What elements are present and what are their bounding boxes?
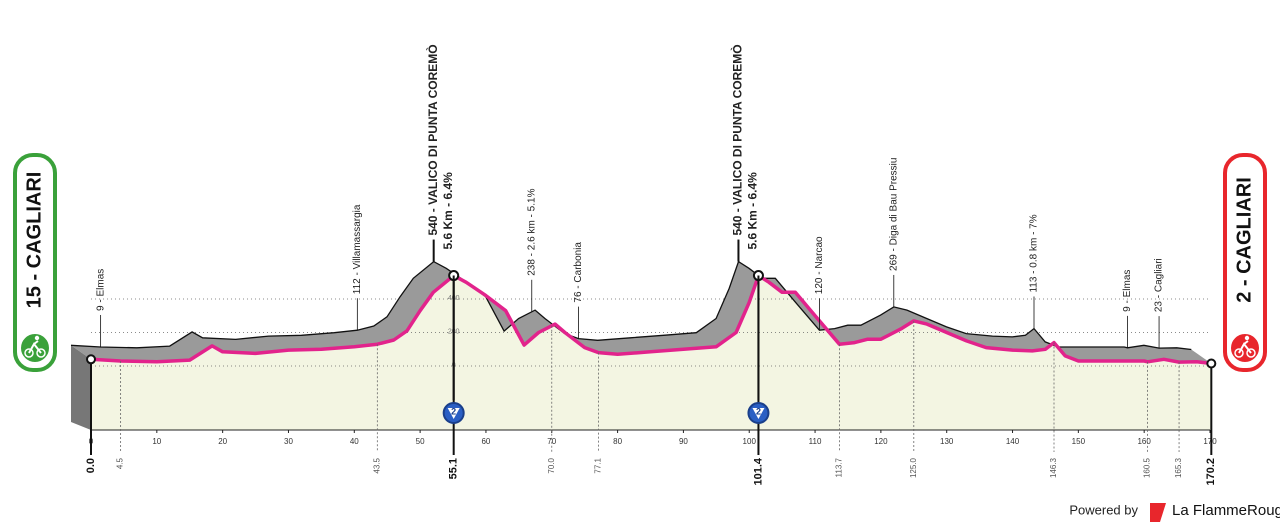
annotation-sub: 5.6 Km - 6.4% bbox=[441, 172, 455, 250]
x-tick-label: 100 bbox=[743, 437, 757, 446]
x-tick-label: 140 bbox=[1006, 437, 1020, 446]
annotation: 238 - 2.6 km - 5.1% bbox=[526, 188, 537, 275]
x-tick-label: 90 bbox=[679, 437, 688, 446]
annotation: 540 - VALICO DI PUNTA COREMÒ bbox=[425, 44, 440, 235]
brand: La FlammeRouge bbox=[1172, 502, 1280, 519]
profile-side bbox=[71, 345, 91, 430]
powered-by: Powered by bbox=[1069, 502, 1138, 517]
km-label: 4.5 bbox=[116, 457, 125, 469]
annotation: 9 - Elmas bbox=[95, 269, 106, 311]
finish-label: 2 - CAGLIARI bbox=[1233, 177, 1255, 303]
finish-icon-head bbox=[1244, 335, 1250, 341]
km-label: 170.2 bbox=[1205, 458, 1217, 486]
km-label: 101.4 bbox=[752, 457, 764, 485]
annotation: 9 - Elmas bbox=[1122, 270, 1133, 312]
start-icon-wheel bbox=[36, 348, 46, 358]
finish-icon-wheel bbox=[1246, 348, 1256, 358]
annotation: 269 - Diga di Bau Pressiu bbox=[888, 158, 899, 271]
start-icon-wheel bbox=[24, 348, 34, 358]
x-tick-label: 170 bbox=[1203, 437, 1217, 446]
finish-icon-rider bbox=[1238, 340, 1252, 354]
finish-icon-wheel bbox=[1234, 348, 1244, 358]
x-tick-label: 50 bbox=[416, 437, 425, 446]
start-icon-head bbox=[34, 335, 40, 341]
x-tick-label: 110 bbox=[809, 437, 822, 446]
km-label: 125.0 bbox=[909, 457, 918, 478]
start-badge bbox=[13, 153, 57, 372]
logo-flag bbox=[1150, 503, 1166, 522]
kom-label: 2 bbox=[451, 406, 456, 416]
x-tick-label: 60 bbox=[481, 437, 490, 446]
profile-shadow bbox=[71, 261, 1212, 364]
profile-edge bbox=[70, 260, 1192, 351]
kom-triangle bbox=[447, 408, 460, 419]
km-label: 70.0 bbox=[547, 457, 556, 473]
annotation: 113 - 0.8 km - 7% bbox=[1029, 214, 1040, 292]
finish-icon bbox=[1229, 332, 1261, 364]
km-label: 165.3 bbox=[1174, 457, 1183, 478]
km-label: 113.7 bbox=[835, 457, 844, 477]
annotation: 76 - Carbonia bbox=[573, 242, 584, 303]
finish-badge bbox=[1223, 153, 1267, 372]
x-tick-label: 30 bbox=[284, 437, 293, 446]
km-label: 43.5 bbox=[372, 457, 381, 473]
kom-label: 2 bbox=[756, 406, 761, 416]
x-tick-label: 150 bbox=[1072, 437, 1086, 446]
start-icon bbox=[19, 332, 51, 364]
annotation: 23 - Cagliari bbox=[1154, 258, 1165, 312]
x-tick-label: 10 bbox=[152, 437, 161, 446]
x-tick-label: 40 bbox=[350, 437, 359, 446]
annotation: 120 - Narcao bbox=[814, 236, 825, 294]
x-tick-label: 130 bbox=[940, 437, 954, 446]
annotation: 540 - VALICO DI PUNTA COREMÒ bbox=[730, 44, 745, 235]
x-tick-label: 80 bbox=[613, 437, 622, 446]
km-label: 0.0 bbox=[85, 458, 97, 473]
annotation: 112 - Villamassargia bbox=[352, 204, 363, 294]
kom-triangle bbox=[752, 408, 765, 419]
annotation-sub: 5.6 Km - 6.4% bbox=[746, 172, 760, 250]
km-label: 146.3 bbox=[1049, 457, 1058, 478]
x-tick-label: 160 bbox=[1137, 437, 1151, 446]
km-label: 160.5 bbox=[1143, 457, 1152, 478]
x-tick-label: 120 bbox=[874, 437, 888, 446]
start-label: 15 - CAGLIARI bbox=[23, 172, 45, 309]
end-point bbox=[1206, 358, 1217, 369]
start-icon-rider bbox=[28, 340, 42, 354]
km-label: 77.1 bbox=[594, 457, 603, 473]
profile-line bbox=[90, 273, 1212, 366]
end-point bbox=[86, 354, 96, 365]
x-tick-label: 70 bbox=[547, 437, 556, 446]
x-tick-label: 20 bbox=[218, 437, 227, 446]
km-label: 55.1 bbox=[448, 458, 460, 479]
